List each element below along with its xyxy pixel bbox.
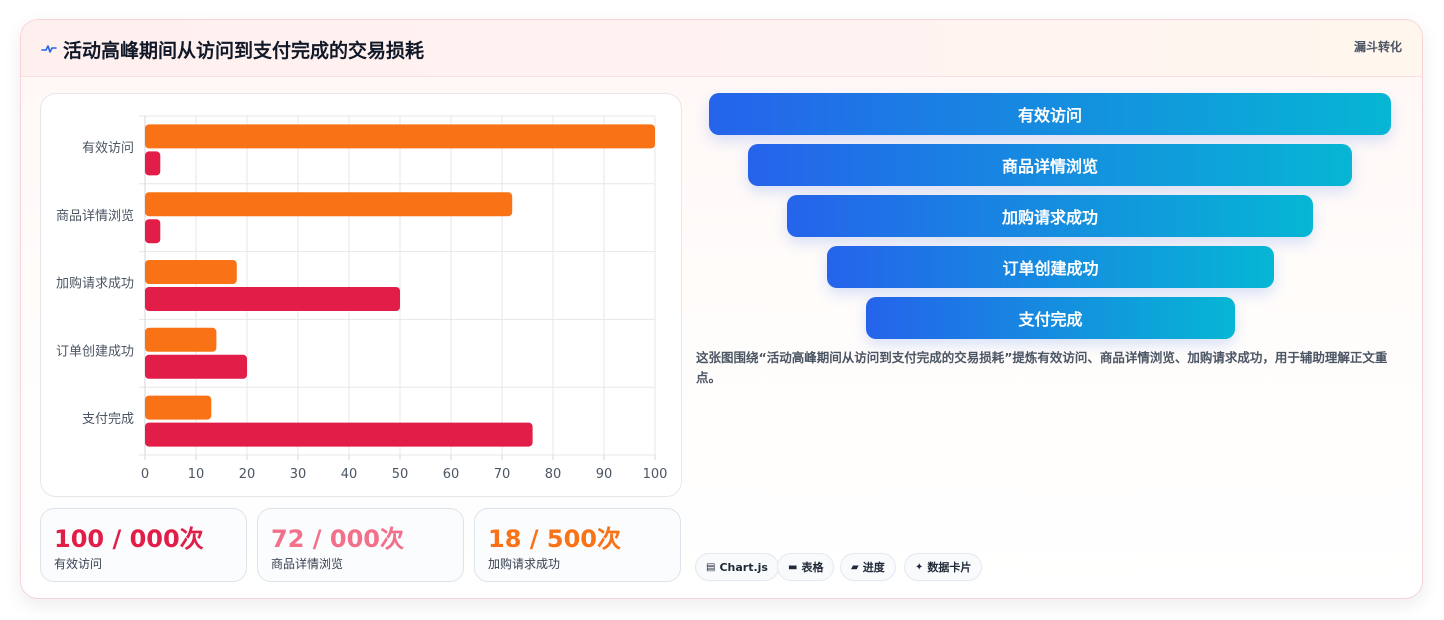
chip-progress[interactable]: ▰ 进度 bbox=[840, 553, 896, 581]
funnel-step-payment: 支付完成 bbox=[866, 297, 1235, 339]
bar bbox=[145, 422, 533, 447]
y-category-label: 订单创建成功 bbox=[56, 344, 134, 359]
stat-card-detail-views: 72 / 000次 商品详情浏览 bbox=[257, 508, 464, 582]
stat-label: 商品详情浏览 bbox=[271, 557, 344, 571]
chip-label: Chart.js bbox=[719, 560, 768, 574]
bar bbox=[145, 124, 655, 149]
bar-chart-panel: 0 10 20 30 40 50 60 70 80 90 100 有效访问商品详情浏览 加购请求成功 订单… bbox=[40, 93, 682, 497]
chip-label: 进度 bbox=[862, 561, 885, 574]
chip-label: 数据卡片 bbox=[927, 561, 972, 574]
x-tick-label: 0 bbox=[141, 467, 149, 482]
bar bbox=[145, 354, 247, 379]
stat-label: 加购请求成功 bbox=[488, 557, 561, 571]
funnel-step-order-created: 订单创建成功 bbox=[827, 246, 1274, 288]
x-tick-label: 40 bbox=[341, 467, 358, 482]
y-category-label: 有效访问 bbox=[82, 141, 134, 156]
bar-chart: 0 10 20 30 40 50 60 70 80 90 100 有效访问商品详情浏览加购请求成功订单… bbox=[56, 115, 668, 482]
bar bbox=[145, 287, 400, 311]
stat-card-add-to-cart: 18 / 500次 加购请求成功 bbox=[474, 508, 681, 582]
table-icon: ▬ bbox=[788, 561, 798, 573]
funnel-step-add-to-cart: 加购请求成功 bbox=[787, 195, 1313, 237]
progress-icon: ▰ bbox=[851, 561, 859, 573]
bar bbox=[145, 327, 217, 352]
y-category-label: 商品详情浏览 bbox=[56, 208, 134, 224]
stat-label: 有效访问 bbox=[54, 557, 103, 571]
funnel-step-visits: 有效访问 bbox=[709, 93, 1391, 135]
x-tick-label: 50 bbox=[392, 467, 409, 482]
chip-label: 表格 bbox=[801, 561, 824, 574]
chart-description: 这张图围绕“活动高峰期间从访问到支付完成的交易损耗”提炼有效访问、商品详情浏览、… bbox=[696, 350, 1388, 385]
header-tag: 漏斗转化 bbox=[1353, 40, 1402, 54]
x-tick-label: 20 bbox=[239, 467, 256, 482]
x-tick-label: 10 bbox=[188, 467, 205, 482]
x-tick-label: 80 bbox=[545, 467, 562, 482]
x-tick-label: 60 bbox=[443, 467, 460, 482]
bar bbox=[145, 192, 513, 217]
x-tick-label: 90 bbox=[596, 467, 613, 482]
pulse-icon bbox=[41, 45, 57, 53]
y-category-label: 支付完成 bbox=[82, 412, 134, 427]
card-header: 活动高峰期间从访问到支付完成的交易损耗 漏斗转化 bbox=[21, 20, 1422, 77]
funnel-step-detail-views: 商品详情浏览 bbox=[748, 144, 1352, 186]
stat-value: 72 / 000次 bbox=[271, 525, 404, 553]
chip-data-card[interactable]: ✦ 数据卡片 bbox=[904, 553, 983, 581]
chart-icon: ▤ bbox=[706, 561, 716, 573]
chip-table[interactable]: ▬ 表格 bbox=[777, 553, 835, 581]
chip-chartjs[interactable]: ▤ Chart.js bbox=[695, 553, 779, 581]
stat-value: 100 / 000次 bbox=[54, 525, 204, 553]
bar bbox=[145, 219, 161, 244]
x-tick-label: 30 bbox=[290, 467, 307, 482]
stat-card-visits: 100 / 000次 有效访问 bbox=[40, 508, 247, 582]
bar bbox=[145, 151, 161, 176]
y-category-label: 加购请求成功 bbox=[56, 276, 134, 292]
bar bbox=[145, 260, 237, 284]
funnel-card: 活动高峰期间从访问到支付完成的交易损耗 漏斗转化 0 10 20 30 40 50 60 70… bbox=[20, 19, 1423, 599]
page-title: 活动高峰期间从访问到支付完成的交易损耗 bbox=[63, 40, 425, 62]
sparkle-icon: ✦ bbox=[915, 561, 924, 573]
x-tick-label: 70 bbox=[494, 467, 511, 482]
stat-value: 18 / 500次 bbox=[488, 525, 621, 553]
x-tick-label: 100 bbox=[643, 467, 668, 482]
bar bbox=[145, 395, 212, 420]
